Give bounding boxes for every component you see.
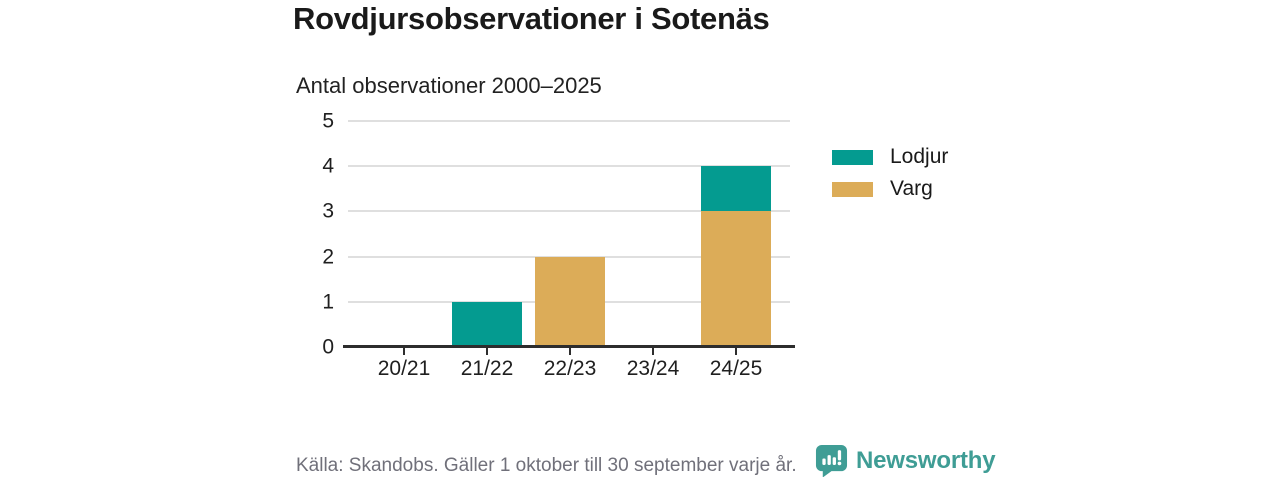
x-axis-tick — [486, 348, 488, 355]
legend-label: Varg — [890, 177, 933, 200]
y-axis-tick-label: 4 — [322, 154, 334, 178]
bar-segment-varg — [701, 211, 771, 347]
y-axis-tick-label: 0 — [322, 335, 334, 359]
y-axis-tick-label: 1 — [322, 290, 334, 314]
source-note: Källa: Skandobs. Gäller 1 oktober till 3… — [296, 455, 797, 476]
bar-segment-lodjur — [452, 301, 522, 347]
y-axis-tick-label: 2 — [322, 245, 334, 269]
gridline — [348, 210, 790, 213]
page-title: Rovdjursobservationer i Sotenäs — [293, 1, 770, 36]
bar-segment-lodjur — [701, 166, 771, 212]
bar-segment-varg — [535, 256, 605, 347]
x-axis-tick — [569, 348, 571, 355]
legend-label: Lodjur — [890, 145, 949, 168]
x-axis-line — [343, 345, 795, 348]
legend-item-varg: Varg — [832, 173, 948, 205]
x-axis-tick-label: 20/21 — [377, 357, 431, 380]
speech-bubble-bar-chart-icon — [815, 444, 848, 477]
newsworthy-wordmark: Newsworthy — [856, 446, 996, 474]
x-axis-tick-label: 21/22 — [460, 357, 514, 380]
legend-item-lodjur: Lodjur — [832, 141, 948, 173]
legend: Lodjur Varg — [832, 141, 948, 205]
x-axis-tick — [735, 348, 737, 355]
legend-swatch — [832, 149, 873, 165]
gridline — [348, 165, 790, 168]
newsworthy-brand: Newsworthy — [815, 444, 996, 477]
y-axis-tick-label: 5 — [322, 109, 334, 133]
y-axis-tick-label: 3 — [322, 199, 334, 223]
x-axis-tick-label: 22/23 — [543, 357, 597, 380]
x-axis-tick-label: 24/25 — [709, 357, 763, 380]
chart-subtitle: Antal observationer 2000–2025 — [296, 73, 602, 98]
gridline — [348, 120, 790, 122]
x-axis-tick — [652, 348, 654, 355]
legend-swatch — [832, 181, 873, 197]
x-axis-tick — [403, 348, 405, 355]
x-axis-tick-label: 23/24 — [626, 357, 680, 380]
